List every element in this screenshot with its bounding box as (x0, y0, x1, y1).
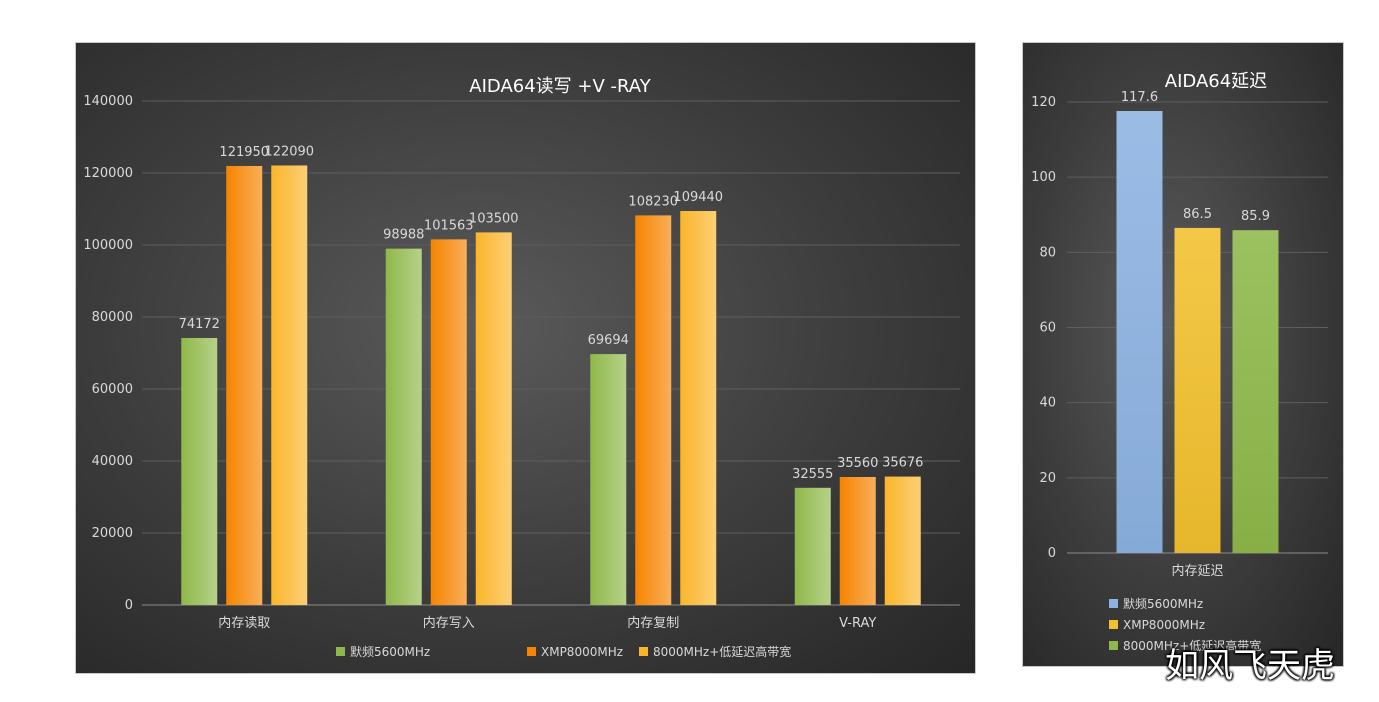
data-label: 74172 (179, 317, 220, 332)
legend-swatch (1109, 599, 1118, 608)
bar (430, 239, 467, 605)
data-label: 108230 (628, 194, 678, 209)
legend-swatch (1109, 641, 1118, 650)
y-tick-label: 80 (1039, 245, 1056, 260)
data-label: 122090 (264, 144, 314, 159)
x-category-label: 内存写入 (423, 615, 475, 631)
data-label: 69694 (588, 333, 629, 348)
y-tick-label: 40 (1039, 396, 1056, 411)
data-label: 35560 (837, 456, 878, 471)
bar (1232, 230, 1279, 553)
bar (839, 476, 876, 605)
y-tick-label: 120 (1031, 95, 1056, 110)
throughput-chart: AIDA64读写 +V -RAY 0 20000 40000 60000 80000 100… (83, 76, 960, 659)
bar (590, 354, 627, 605)
bar (1174, 227, 1221, 553)
data-label: 35676 (882, 456, 923, 471)
y-tick-label: 100000 (83, 238, 133, 253)
legend-swatch (336, 647, 345, 656)
y-tick-label: 60 (1039, 321, 1056, 336)
legend-label: 8000MHz+低延迟高带宽 (653, 644, 791, 659)
x-category-label: V-RAY (839, 616, 876, 631)
x-category-label: 内存延迟 (1171, 563, 1223, 579)
legend-label: XMP8000MHz (1123, 618, 1205, 632)
chart-title: AIDA64延迟 (1165, 71, 1267, 92)
bar (794, 487, 831, 605)
bar (475, 232, 512, 605)
throughput-chart-panel: AIDA64读写 +V -RAY 0 20000 40000 60000 80000 100… (75, 42, 976, 674)
bar (181, 337, 218, 605)
y-tick-label: 80000 (92, 310, 133, 325)
data-label: 121950 (219, 145, 269, 160)
data-label: 117.6 (1121, 90, 1158, 105)
legend-swatch (527, 647, 536, 656)
bar (226, 165, 263, 605)
y-tick-label: 60000 (92, 382, 133, 397)
data-label: 32555 (792, 467, 833, 482)
y-tick-label: 20 (1039, 471, 1056, 486)
bar (385, 248, 422, 606)
bar (884, 476, 921, 605)
data-label: 103500 (469, 211, 519, 226)
bar (680, 211, 717, 606)
legend-label: 默频5600MHz (1123, 596, 1203, 611)
data-label: 109440 (673, 190, 723, 205)
data-label: 86.5 (1183, 207, 1212, 222)
bar (635, 215, 672, 605)
latency-chart: AIDA64延迟 0 20 40 60 80 100 120 117.6 86.5 85.9 内存延迟… (1031, 71, 1328, 653)
y-tick-label: 0 (125, 598, 133, 613)
legend-label: 8000MHz+低延迟高带宽 (1123, 638, 1261, 653)
legend-label: XMP8000MHz (541, 645, 623, 659)
x-category-label: 内存读取 (218, 615, 270, 631)
latency-chart-panel: AIDA64延迟 0 20 40 60 80 100 120 117.6 86.5 85.9 内存延迟… (1022, 42, 1344, 667)
y-tick-label: 20000 (92, 526, 133, 541)
watermark-text: 如风飞天虎 (1165, 646, 1335, 686)
y-tick-label: 120000 (83, 166, 133, 181)
legend-swatch (639, 647, 648, 656)
data-label: 101563 (424, 218, 474, 233)
x-category-label: 内存复制 (627, 615, 679, 631)
bar (271, 165, 308, 605)
chart-title: AIDA64读写 +V -RAY (469, 76, 651, 97)
y-tick-label: 100 (1031, 170, 1056, 185)
y-tick-label: 0 (1048, 546, 1056, 561)
y-tick-label: 40000 (92, 454, 133, 469)
legend-label: 默频5600MHz (350, 644, 430, 659)
data-label: 98988 (383, 228, 424, 243)
legend-swatch (1109, 620, 1118, 629)
bar (1116, 111, 1163, 554)
y-tick-label: 140000 (83, 94, 133, 109)
data-label: 85.9 (1241, 209, 1270, 224)
